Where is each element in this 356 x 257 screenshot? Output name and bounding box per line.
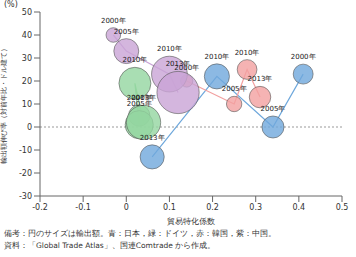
svg-text:2005年: 2005年 — [114, 28, 139, 36]
svg-text:2010年: 2010年 — [157, 45, 182, 53]
svg-text:-20: -20 — [19, 169, 32, 178]
svg-text:貿易特化係数: 貿易特化係数 — [167, 217, 215, 226]
svg-text:30: 30 — [22, 54, 32, 63]
svg-text:2005年: 2005年 — [261, 105, 286, 113]
svg-text:0: 0 — [27, 123, 32, 132]
svg-text:2000年: 2000年 — [101, 17, 126, 25]
svg-text:0: 0 — [124, 203, 129, 212]
html-text:備考：円のサイズは輸出額。青：日本，緑：ドイツ，赤：韓国，紫: 備考：円のサイズは輸出額。青：日本，緑：ドイツ，赤：韓国，紫：中国。 — [4, 229, 276, 238]
svg-text:0.4: 0.4 — [292, 203, 305, 212]
svg-text:-0.1: -0.1 — [75, 203, 91, 212]
svg-text:2013年: 2013年 — [166, 60, 191, 68]
svg-text:10: 10 — [22, 100, 32, 109]
svg-text:0.5: 0.5 — [336, 203, 348, 212]
svg-text:2010年: 2010年 — [123, 56, 148, 64]
svg-text:2005年: 2005年 — [222, 85, 247, 93]
svg-text:2005年: 2005年 — [126, 99, 152, 108]
svg-text:2013年: 2013年 — [248, 75, 273, 83]
svg-text:50: 50 — [22, 8, 32, 17]
svg-text:2000年: 2000年 — [291, 53, 316, 61]
svg-text:2013年: 2013年 — [140, 134, 165, 142]
svg-text:20: 20 — [22, 77, 32, 86]
svg-text:2013年: 2013年 — [131, 94, 156, 102]
svg-text:-30: -30 — [19, 192, 32, 201]
svg-text:0.2: 0.2 — [206, 203, 219, 212]
svg-text:2010年: 2010年 — [204, 53, 229, 61]
svg-text:40: 40 — [22, 31, 32, 40]
svg-text:2010年: 2010年 — [235, 49, 260, 57]
svg-text:輸出額伸び率（対前年比・ドル建て）: 輸出額伸び率（対前年比・ドル建て） — [8, 45, 9, 164]
svg-text:-0.2: -0.2 — [32, 203, 48, 212]
svg-text:0.1: 0.1 — [163, 203, 176, 212]
svg-text:-10: -10 — [19, 146, 32, 155]
svg-text:0.3: 0.3 — [249, 203, 262, 212]
html-text:資料：「Global Trade Atlas」、国連Comt: 資料：「Global Trade Atlas」、国連Comtrade から作成。 — [4, 241, 216, 250]
